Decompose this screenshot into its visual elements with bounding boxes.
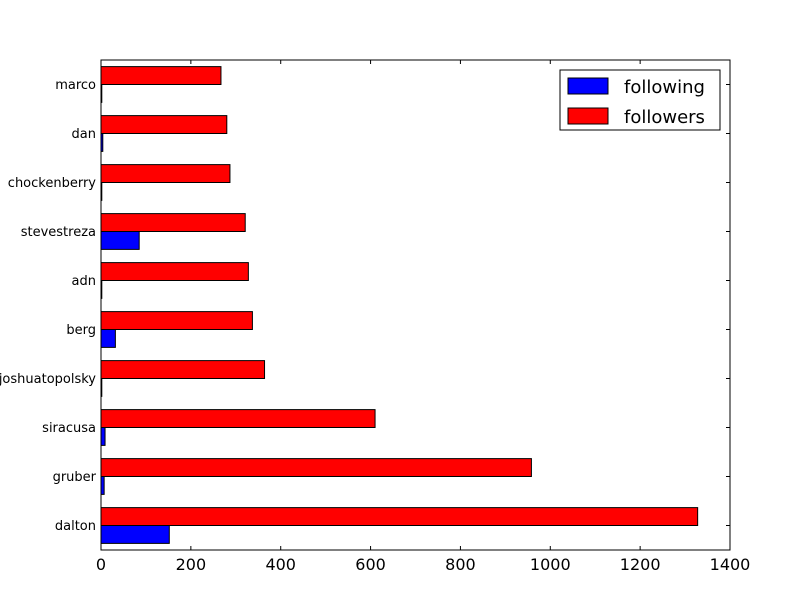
bar-followers-stevestreza [100,213,246,233]
bar-followers-berg [100,311,253,330]
x-tick-label: 0 [96,555,106,574]
y-tick-label: stevestreza [21,225,96,240]
bar-followers-gruber [100,458,532,477]
x-tick-label: 400 [265,555,296,574]
bar-followers-adn [100,262,249,281]
y-tick-label: dalton [55,519,96,534]
bar-followers-chockenberry [100,164,231,184]
bar-following-berg [100,329,116,348]
x-tick-label: 1400 [710,555,751,574]
plot-frame [100,59,731,551]
x-tick-label: 1200 [620,555,661,574]
bar-followers-siracusa [100,409,376,428]
y-tick-label: gruber [53,470,97,485]
legend-swatch-following [567,77,609,95]
bar-followers-dalton [100,507,699,526]
bar-following-stevestreza [100,231,140,250]
y-tick-label: berg [66,323,96,338]
y-tick-label: dan [72,127,96,142]
bars-layer [100,66,699,544]
bar-following-siracusa [100,427,106,446]
y-tick-label: chockenberry [8,176,97,191]
bar-following-dalton [100,525,170,544]
legend: following followers [559,69,721,131]
y-tick-label: adn [72,274,96,289]
legend-label-following: following [624,77,705,98]
y-tick-label: marco [55,78,96,93]
bar-followers-dan [100,115,228,134]
bar-followers-joshuatopolsky [100,360,266,379]
x-tick-label: 200 [176,555,207,574]
y-tick-label: joshuatopolsky [0,372,96,387]
y-tick-label: siracusa [42,421,96,436]
legend-label-followers: followers [624,107,705,128]
ticks-layer: dalton gruber siracusa joshuatopolsky berg ad… [0,60,750,574]
x-tick-label: 1000 [530,555,571,574]
x-tick-label: 600 [355,555,386,574]
bar-followers-marco [100,66,222,85]
x-tick-label: 800 [445,555,476,574]
legend-swatch-followers [567,107,609,125]
